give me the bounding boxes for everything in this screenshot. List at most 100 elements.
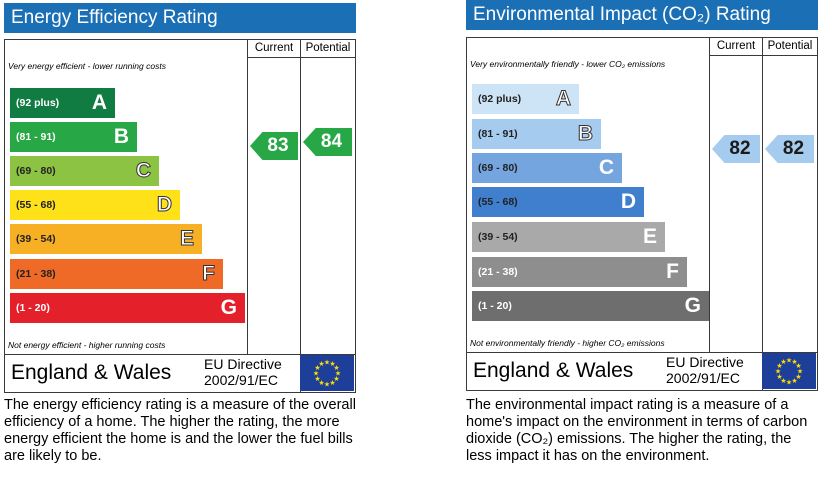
potential-column-header: Potential: [767, 40, 813, 52]
eu-star-icon: ★: [335, 370, 341, 378]
header-divider: [709, 55, 817, 56]
band-range: (81 - 91): [16, 131, 56, 143]
current-rating-value: 82: [729, 138, 751, 159]
top-note: Very energy efficient - lower running co…: [8, 61, 166, 71]
eu-star-icon: ★: [797, 368, 803, 376]
eu-star-icon: ★: [795, 362, 801, 370]
eu-flag-icon: ★ ★ ★ ★ ★ ★ ★ ★ ★ ★ ★ ★: [762, 353, 816, 389]
eu-star-icon: ★: [318, 379, 324, 387]
potential-rating-arrow: 84: [303, 128, 352, 156]
current-rating-arrow: 83: [250, 132, 298, 160]
eu-star-icon: ★: [314, 364, 320, 372]
band-range: (21 - 38): [16, 268, 56, 280]
band-range: (69 - 80): [478, 162, 518, 174]
directive-line-1: EU Directive: [204, 356, 282, 372]
eu-star-icon: ★: [780, 358, 786, 366]
band-letter: E: [642, 225, 657, 248]
eu-star-icon: ★: [780, 377, 786, 385]
energy-title: Energy Efficiency Rating: [4, 3, 356, 33]
environment-description: The environmental impact rating is a mea…: [466, 397, 808, 464]
rating-band-f: (21 - 38) F: [472, 257, 687, 287]
energy-efficiency-panel: Energy Efficiency Rating Current Potenti…: [4, 3, 356, 464]
band-letter: F: [202, 262, 216, 286]
eu-star-icon: ★: [786, 379, 792, 387]
band-letter: E: [179, 227, 194, 251]
current-column-header: Current: [254, 42, 294, 54]
footer-divider: [5, 354, 355, 355]
band-range: (1 - 20): [16, 302, 50, 314]
potential-rating-value: 82: [782, 138, 805, 159]
directive-line-1: EU Directive: [666, 354, 744, 370]
eu-star-icon: ★: [324, 359, 330, 367]
bottom-note: Not environmentally friendly - higher CO…: [470, 338, 665, 348]
band-range: (55 - 68): [478, 196, 518, 208]
environmental-impact-panel: Environmental Impact (CO₂) Rating Curren…: [466, 0, 818, 464]
band-letter: B: [577, 122, 593, 146]
band-range: (1 - 20): [478, 300, 512, 312]
band-letter: D: [620, 190, 636, 213]
band-range: (21 - 38): [478, 266, 518, 278]
column-divider: [300, 40, 301, 354]
rating-band-c: (69 - 80) C: [10, 156, 159, 186]
column-divider: [762, 38, 763, 352]
band-letter: G: [684, 294, 701, 317]
rating-band-e: (39 - 54) E: [10, 224, 202, 254]
current-column-header: Current: [716, 40, 756, 52]
band-range: (92 plus): [478, 93, 522, 105]
rating-band-g: (1 - 20) G: [10, 293, 245, 323]
eu-star-icon: ★: [776, 373, 782, 381]
rating-band-a: (92 plus) A: [10, 88, 115, 118]
eu-star-icon: ★: [786, 357, 792, 365]
eu-star-icon: ★: [791, 377, 797, 385]
current-rating-value: 83: [267, 135, 289, 156]
eu-star-icon: ★: [318, 360, 324, 368]
rating-band-g: (1 - 20) G: [472, 291, 709, 321]
eu-star-icon: ★: [333, 364, 339, 372]
band-letter: B: [113, 125, 129, 148]
environment-rating-table: Current Potential Very environmentally f…: [466, 37, 818, 391]
band-letter: G: [220, 296, 237, 319]
country-label: England & Wales: [473, 359, 634, 382]
eu-star-icon: ★: [776, 362, 782, 370]
directive-line-2: 2002/91/EC: [666, 370, 740, 386]
rating-band-a: (92 plus) A: [472, 84, 579, 114]
eu-star-icon: ★: [333, 375, 339, 383]
band-range: (39 - 54): [478, 231, 518, 243]
band-letter: D: [156, 193, 172, 217]
eu-star-icon: ★: [791, 358, 797, 366]
band-letter: C: [598, 156, 614, 179]
band-letter: A: [91, 91, 107, 114]
potential-column-header: Potential: [305, 42, 351, 54]
top-note: Very environmentally friendly - lower CO…: [470, 59, 666, 69]
rating-band-e: (39 - 54) E: [472, 222, 665, 252]
rating-band-d: (55 - 68) D: [10, 190, 180, 220]
band-range: (69 - 80): [16, 165, 56, 177]
header-divider: [247, 57, 355, 58]
rating-band-b: (81 - 91) B: [472, 119, 601, 149]
band-letter: A: [555, 87, 571, 111]
directive-line-2: 2002/91/EC: [204, 372, 278, 388]
bottom-note: Not energy efficient - higher running co…: [8, 340, 166, 350]
footer-divider: [467, 352, 817, 353]
column-divider: [247, 40, 248, 354]
eu-directive: EU Directive 2002/91/EC: [666, 354, 744, 386]
eu-star-icon: ★: [329, 379, 335, 387]
eu-flag-icon: ★ ★ ★ ★ ★ ★ ★ ★ ★ ★ ★ ★: [300, 355, 354, 391]
eu-star-icon: ★: [795, 373, 801, 381]
eu-star-icon: ★: [324, 381, 330, 389]
potential-rating-arrow: 82: [765, 135, 814, 163]
environment-title: Environmental Impact (CO₂) Rating: [466, 0, 818, 30]
energy-rating-table: Current Potential Very energy efficient …: [4, 39, 356, 393]
eu-star-icon: ★: [313, 370, 319, 378]
band-range: (39 - 54): [16, 233, 56, 245]
rating-band-f: (21 - 38) F: [10, 259, 223, 289]
potential-rating-value: 84: [320, 131, 343, 152]
rating-band-c: (69 - 80) C: [472, 153, 622, 183]
rating-band-d: (55 - 68) D: [472, 187, 644, 217]
column-divider: [709, 38, 710, 352]
band-range: (92 plus): [16, 97, 60, 109]
band-letter: C: [135, 159, 151, 183]
band-range: (81 - 91): [478, 128, 518, 140]
eu-star-icon: ★: [314, 375, 320, 383]
band-range: (55 - 68): [16, 199, 56, 211]
